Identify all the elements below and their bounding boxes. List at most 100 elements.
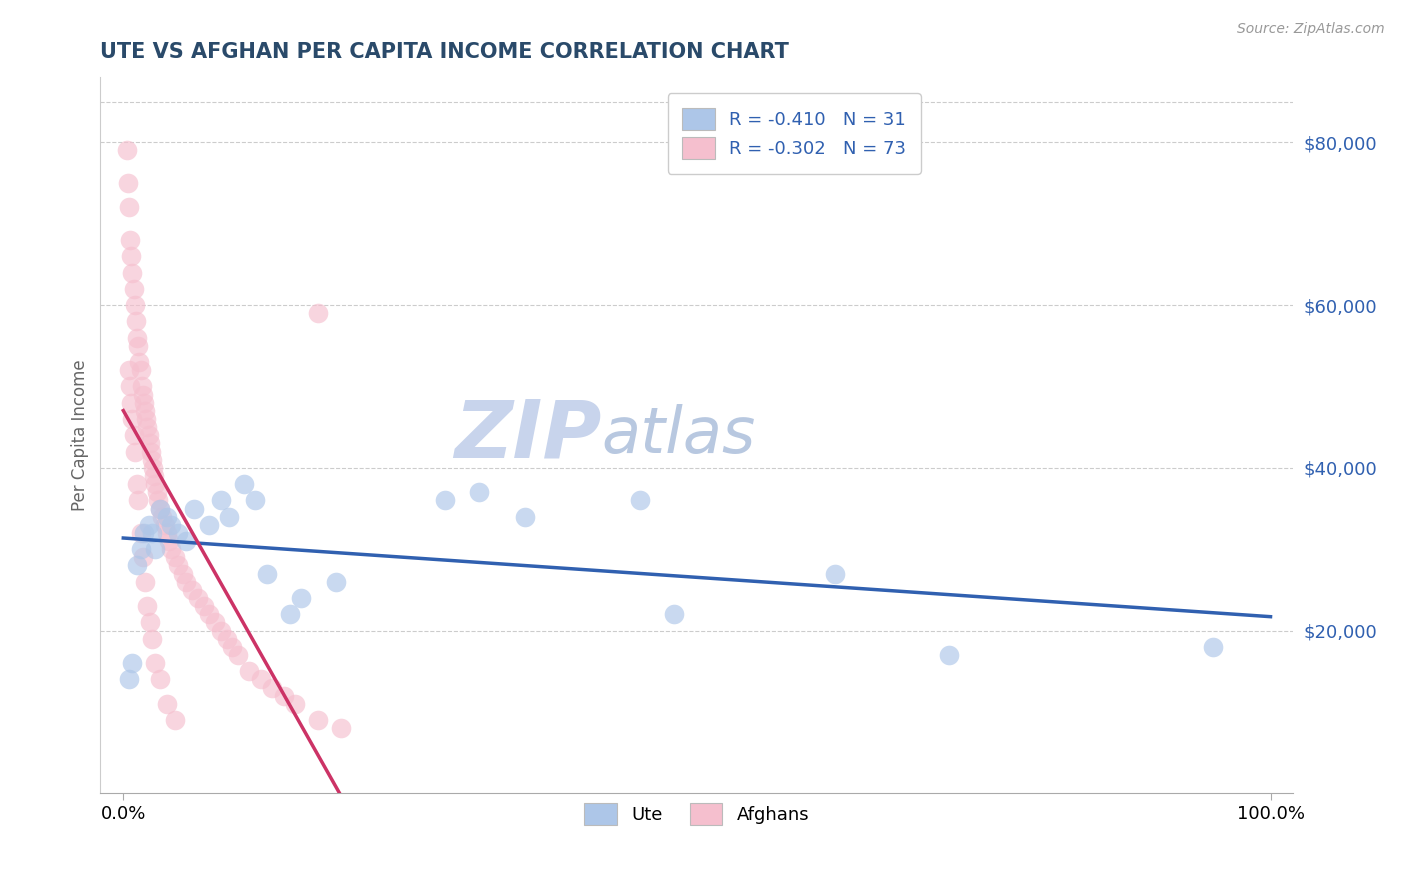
Point bbox=[139, 444, 162, 458]
Point bbox=[307, 306, 329, 320]
Point bbox=[232, 477, 254, 491]
Point bbox=[183, 501, 205, 516]
Point bbox=[132, 525, 155, 540]
Point bbox=[156, 509, 179, 524]
Point bbox=[146, 493, 169, 508]
Text: Source: ZipAtlas.com: Source: ZipAtlas.com bbox=[1237, 22, 1385, 37]
Point bbox=[122, 428, 145, 442]
Point bbox=[325, 574, 347, 589]
Point bbox=[204, 615, 226, 630]
Point bbox=[167, 558, 190, 573]
Point bbox=[209, 624, 232, 638]
Point bbox=[938, 648, 960, 662]
Point bbox=[122, 282, 145, 296]
Point bbox=[121, 656, 143, 670]
Point bbox=[290, 591, 312, 605]
Point bbox=[156, 697, 179, 711]
Point bbox=[176, 574, 198, 589]
Point bbox=[145, 485, 167, 500]
Point bbox=[136, 420, 159, 434]
Point bbox=[163, 713, 186, 727]
Point bbox=[120, 249, 142, 263]
Point bbox=[125, 330, 148, 344]
Point bbox=[138, 517, 160, 532]
Point bbox=[256, 566, 278, 581]
Point bbox=[221, 640, 243, 654]
Point bbox=[273, 689, 295, 703]
Point bbox=[238, 665, 260, 679]
Point bbox=[167, 525, 190, 540]
Point bbox=[160, 542, 183, 557]
Text: ZIP: ZIP bbox=[454, 396, 602, 475]
Point bbox=[141, 525, 163, 540]
Point bbox=[176, 534, 198, 549]
Legend: Ute, Afghans: Ute, Afghans bbox=[575, 795, 818, 834]
Point bbox=[131, 379, 153, 393]
Point bbox=[153, 517, 176, 532]
Text: UTE VS AFGHAN PER CAPITA INCOME CORRELATION CHART: UTE VS AFGHAN PER CAPITA INCOME CORRELAT… bbox=[100, 42, 789, 62]
Point bbox=[215, 632, 238, 646]
Point bbox=[172, 566, 194, 581]
Point bbox=[262, 681, 284, 695]
Point bbox=[132, 387, 155, 401]
Point bbox=[193, 599, 215, 614]
Point bbox=[127, 339, 149, 353]
Point bbox=[245, 493, 267, 508]
Point bbox=[125, 314, 148, 328]
Point bbox=[149, 501, 172, 516]
Point bbox=[118, 673, 141, 687]
Point bbox=[662, 607, 685, 622]
Point bbox=[226, 648, 249, 662]
Point bbox=[121, 266, 143, 280]
Point bbox=[128, 355, 150, 369]
Point bbox=[150, 509, 173, 524]
Point bbox=[141, 632, 163, 646]
Point bbox=[129, 542, 152, 557]
Point bbox=[187, 591, 209, 605]
Point bbox=[117, 176, 139, 190]
Point bbox=[468, 485, 491, 500]
Point bbox=[142, 460, 165, 475]
Point bbox=[132, 395, 155, 409]
Point bbox=[149, 673, 172, 687]
Point bbox=[250, 673, 273, 687]
Point bbox=[118, 201, 141, 215]
Point bbox=[127, 493, 149, 508]
Point bbox=[118, 363, 141, 377]
Point bbox=[628, 493, 651, 508]
Point bbox=[138, 436, 160, 450]
Point bbox=[125, 558, 148, 573]
Point bbox=[135, 412, 157, 426]
Y-axis label: Per Capita Income: Per Capita Income bbox=[72, 359, 89, 511]
Point bbox=[824, 566, 846, 581]
Point bbox=[198, 607, 221, 622]
Point bbox=[125, 477, 148, 491]
Point bbox=[513, 509, 536, 524]
Point bbox=[163, 550, 186, 565]
Point bbox=[141, 452, 163, 467]
Point bbox=[157, 534, 180, 549]
Point bbox=[218, 509, 240, 524]
Point bbox=[156, 525, 179, 540]
Point bbox=[138, 615, 160, 630]
Point bbox=[138, 428, 160, 442]
Point bbox=[143, 469, 166, 483]
Point bbox=[136, 599, 159, 614]
Point bbox=[198, 517, 221, 532]
Point bbox=[433, 493, 456, 508]
Point bbox=[209, 493, 232, 508]
Point bbox=[124, 298, 146, 312]
Point bbox=[120, 395, 142, 409]
Point bbox=[134, 404, 156, 418]
Point bbox=[145, 656, 167, 670]
Point bbox=[120, 233, 142, 247]
Point bbox=[115, 144, 138, 158]
Point bbox=[121, 412, 143, 426]
Point bbox=[129, 363, 152, 377]
Point bbox=[145, 477, 167, 491]
Point bbox=[307, 713, 329, 727]
Point bbox=[120, 379, 142, 393]
Point bbox=[149, 501, 172, 516]
Text: atlas: atlas bbox=[602, 404, 755, 467]
Point bbox=[129, 525, 152, 540]
